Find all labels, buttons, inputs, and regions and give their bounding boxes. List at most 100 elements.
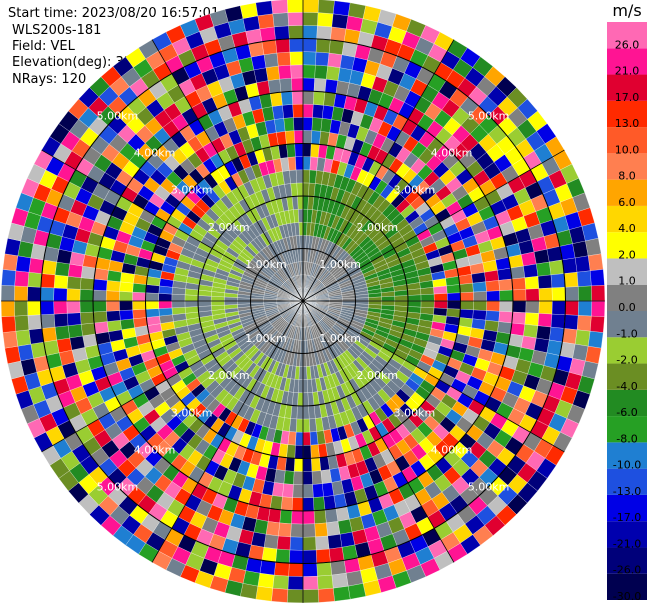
velocity-gate	[54, 325, 70, 341]
velocity-gate	[549, 259, 565, 276]
velocity-gate	[171, 300, 186, 309]
velocity-gate	[511, 277, 526, 291]
velocity-gate	[311, 130, 321, 145]
velocity-gate	[525, 300, 540, 314]
velocity-gate	[302, 379, 308, 394]
velocity-gate	[302, 182, 310, 197]
velocity-gate	[67, 263, 83, 278]
colorbar-tick-label: 6.0	[618, 196, 636, 209]
velocity-gate	[107, 320, 122, 332]
velocity-gate	[279, 78, 293, 93]
colorbar-segment	[607, 442, 647, 469]
colorbar-tick-label: -4.0	[616, 380, 637, 393]
range-ring-label: 5.00km	[97, 109, 139, 122]
velocity-gate	[295, 431, 304, 446]
velocity-gate	[302, 169, 311, 184]
colorbar-tick-label: 17.0	[615, 91, 640, 104]
colorbar-segment	[607, 494, 647, 522]
colorbar-segment	[607, 48, 647, 75]
velocity-gate	[591, 285, 606, 302]
colorbar-tick-label: -1.0	[616, 327, 637, 340]
velocity-gate	[311, 457, 321, 472]
velocity-gate	[293, 458, 304, 472]
velocity-gate	[285, 130, 295, 145]
colorbar-tick-label: 1.0	[618, 275, 636, 288]
velocity-gate	[302, 340, 306, 354]
velocity-gate	[337, 519, 353, 535]
velocity-gate	[348, 2, 366, 19]
velocity-gate	[53, 274, 69, 289]
velocity-gate	[66, 288, 81, 302]
velocity-gate	[326, 65, 341, 81]
velocity-gate	[564, 286, 579, 302]
velocity-gate	[368, 296, 382, 302]
velocity-gate	[536, 261, 552, 277]
velocity-gate	[328, 547, 345, 563]
velocity-gate	[197, 295, 212, 302]
velocity-gate	[2, 253, 18, 271]
velocity-gate	[93, 311, 108, 324]
velocity-gate	[302, 392, 309, 407]
velocity-gate	[302, 64, 316, 79]
colorbar-segment	[607, 363, 647, 390]
range-ring-label: 2.00km	[208, 369, 250, 382]
velocity-gate	[4, 346, 21, 364]
velocity-gate	[309, 418, 317, 433]
velocity-gate	[314, 64, 328, 80]
colorbar-segment	[607, 74, 647, 101]
colorbar-tick-label: -2.0	[616, 354, 637, 367]
velocity-gate	[472, 309, 487, 321]
colorbar-segment	[607, 284, 647, 311]
velocity-gate	[484, 270, 499, 282]
colorbar-tick-label: -26.0	[613, 564, 641, 577]
velocity-gate	[92, 289, 107, 302]
colorbar-tick-label: 13.0	[615, 117, 640, 130]
velocity-gate	[433, 293, 448, 302]
velocity-gate	[339, 531, 355, 548]
velocity-gate	[119, 281, 134, 293]
velocity-gate	[300, 248, 304, 262]
velocity-gate	[40, 313, 56, 329]
velocity-gate	[486, 290, 501, 302]
velocity-gate	[263, 52, 279, 68]
velocity-gate	[27, 286, 42, 302]
velocity-gate	[327, 534, 343, 550]
velocity-gate	[272, 12, 289, 28]
velocity-gate	[80, 311, 95, 325]
velocity-gate	[106, 310, 121, 322]
velocity-gate	[499, 300, 514, 313]
velocity-gate	[591, 300, 606, 317]
velocity-gate	[291, 77, 304, 92]
velocity-gate	[41, 259, 57, 276]
velocity-gate	[283, 470, 295, 485]
velocity-gate	[240, 583, 258, 600]
colorbar-segment	[607, 573, 647, 600]
velocity-gate	[53, 300, 68, 315]
velocity-gate	[286, 143, 296, 158]
colorbar-segment	[607, 547, 647, 574]
colorbar-segment	[607, 258, 647, 285]
range-ring-label: 1.00km	[245, 332, 287, 345]
velocity-gate	[302, 25, 318, 40]
velocity-gate	[302, 0, 319, 13]
start-time: Start time: 2023/08/20 16:57:01	[8, 6, 220, 21]
velocity-gate	[41, 326, 57, 343]
velocity-gate	[313, 496, 326, 511]
velocity-gate	[171, 293, 186, 302]
velocity-gate	[224, 300, 238, 306]
velocity-gate	[285, 457, 295, 472]
velocity-gate	[485, 280, 500, 292]
velocity-gate	[420, 293, 435, 302]
velocity-gate	[289, 51, 304, 66]
velocity-gate	[294, 445, 304, 459]
range-ring-label: 4.00km	[431, 443, 473, 456]
velocity-gate	[302, 51, 317, 66]
velocity-gate	[67, 324, 83, 339]
velocity-gate	[286, 444, 296, 459]
velocity-gate	[28, 257, 44, 274]
velocity-gate	[324, 508, 339, 524]
velocity-gate	[298, 222, 304, 236]
velocity-gate	[237, 300, 251, 305]
velocity-gate	[562, 257, 578, 274]
velocity-gate	[287, 576, 304, 590]
